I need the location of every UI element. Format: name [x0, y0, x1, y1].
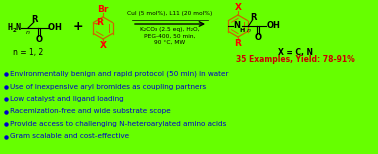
Text: N: N — [16, 24, 21, 32]
Text: +: + — [73, 20, 83, 32]
Text: 90 °C, MW: 90 °C, MW — [155, 39, 186, 45]
Text: H: H — [240, 28, 245, 32]
Text: Racemization-free and wide substrate scope: Racemization-free and wide substrate sco… — [10, 109, 171, 115]
Text: H: H — [8, 24, 13, 32]
Text: N: N — [234, 22, 240, 30]
Text: Environmentally benign and rapid protocol (50 min) in water: Environmentally benign and rapid protoco… — [10, 71, 228, 77]
Text: O: O — [266, 22, 273, 30]
Text: Use of inexpensive aryl bromides as coupling partners: Use of inexpensive aryl bromides as coup… — [10, 83, 206, 89]
Text: X: X — [234, 2, 242, 12]
Text: R: R — [250, 12, 257, 22]
Text: H: H — [54, 24, 61, 32]
Text: O: O — [48, 24, 55, 32]
Text: Provide access to challenging N-heteroarylated amino acids: Provide access to challenging N-heteroar… — [10, 121, 226, 127]
Text: R: R — [235, 39, 242, 49]
Text: n = 1, 2: n = 1, 2 — [13, 47, 43, 57]
Text: 2: 2 — [13, 28, 17, 34]
Text: X = C, N: X = C, N — [277, 47, 313, 57]
Text: CuI (5 mol%), L11 (20 mol%): CuI (5 mol%), L11 (20 mol%) — [127, 12, 213, 16]
Text: H: H — [273, 22, 279, 30]
Text: Gram scalable and cost-effective: Gram scalable and cost-effective — [10, 134, 129, 140]
Text: PEG-400, 50 min,: PEG-400, 50 min, — [144, 34, 196, 38]
Text: R: R — [31, 14, 37, 24]
Text: K₂CO₃ (2.5 eq), H₂O,: K₂CO₃ (2.5 eq), H₂O, — [140, 28, 200, 32]
Text: Low catalyst and ligand loading: Low catalyst and ligand loading — [10, 96, 124, 102]
Text: 35 Examples, Yield: 78-91%: 35 Examples, Yield: 78-91% — [235, 55, 355, 65]
Text: X: X — [99, 41, 107, 51]
Text: n: n — [26, 30, 30, 36]
Text: R: R — [96, 18, 103, 27]
Text: O: O — [36, 36, 42, 45]
Text: Br: Br — [97, 4, 109, 14]
Text: O: O — [255, 34, 262, 43]
Text: n: n — [246, 28, 251, 34]
